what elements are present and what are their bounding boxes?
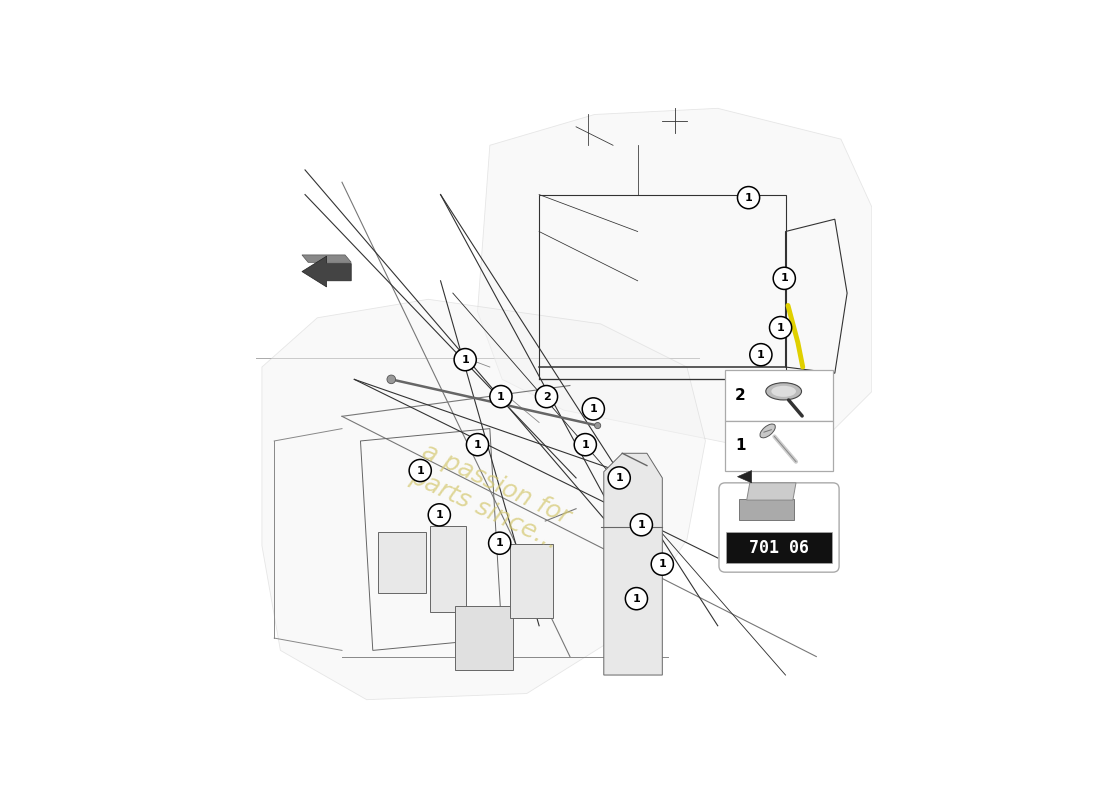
Circle shape — [594, 422, 601, 429]
Text: 1: 1 — [735, 438, 746, 454]
Circle shape — [608, 467, 630, 489]
Ellipse shape — [766, 382, 802, 400]
Circle shape — [651, 553, 673, 575]
Text: 1: 1 — [497, 392, 505, 402]
Polygon shape — [477, 108, 871, 447]
Text: 1: 1 — [436, 510, 443, 520]
Circle shape — [630, 514, 652, 536]
Circle shape — [750, 344, 772, 366]
Text: 1: 1 — [590, 404, 597, 414]
Text: 1: 1 — [632, 594, 640, 604]
FancyBboxPatch shape — [725, 370, 833, 421]
Circle shape — [574, 434, 596, 456]
Text: 1: 1 — [615, 473, 623, 483]
Polygon shape — [604, 454, 662, 675]
Circle shape — [488, 532, 510, 554]
Circle shape — [737, 186, 760, 209]
Circle shape — [466, 434, 488, 456]
Text: 1: 1 — [416, 466, 425, 475]
Text: 1: 1 — [780, 274, 789, 283]
Text: 701 06: 701 06 — [749, 538, 808, 557]
Circle shape — [454, 349, 476, 370]
Text: 1: 1 — [461, 354, 469, 365]
Polygon shape — [301, 255, 351, 262]
Circle shape — [409, 459, 431, 482]
Ellipse shape — [771, 386, 796, 397]
Text: 1: 1 — [777, 322, 784, 333]
Circle shape — [387, 375, 396, 384]
Text: a passion for
parts since...: a passion for parts since... — [406, 439, 574, 554]
FancyBboxPatch shape — [719, 483, 839, 572]
FancyBboxPatch shape — [454, 606, 513, 670]
Circle shape — [625, 587, 648, 610]
Circle shape — [770, 317, 792, 338]
Text: 1: 1 — [745, 193, 752, 202]
Polygon shape — [747, 483, 796, 500]
Circle shape — [490, 386, 512, 408]
Polygon shape — [301, 256, 351, 287]
Text: 1: 1 — [638, 520, 646, 530]
FancyBboxPatch shape — [510, 545, 552, 618]
FancyBboxPatch shape — [725, 421, 833, 471]
Text: 1: 1 — [757, 350, 764, 360]
Text: 1: 1 — [582, 440, 590, 450]
Ellipse shape — [760, 424, 775, 438]
Circle shape — [428, 504, 450, 526]
Polygon shape — [737, 470, 751, 483]
Text: 2: 2 — [735, 388, 746, 403]
Circle shape — [582, 398, 604, 420]
Text: 2: 2 — [542, 392, 550, 402]
FancyBboxPatch shape — [739, 499, 794, 520]
Polygon shape — [262, 299, 705, 700]
Circle shape — [536, 386, 558, 408]
FancyBboxPatch shape — [726, 532, 832, 563]
FancyBboxPatch shape — [430, 526, 466, 611]
FancyBboxPatch shape — [377, 532, 427, 593]
Text: 1: 1 — [474, 440, 482, 450]
Text: 1: 1 — [659, 559, 667, 569]
Circle shape — [773, 267, 795, 290]
Text: 1: 1 — [496, 538, 504, 548]
